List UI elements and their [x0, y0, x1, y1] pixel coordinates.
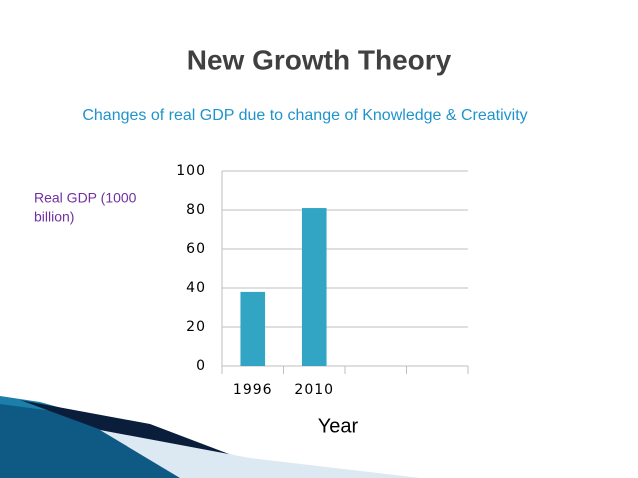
y-axis-label: Real GDP (1000 [34, 190, 137, 206]
y-tick-label: 80 [186, 202, 206, 218]
y-tick-label: 60 [186, 241, 206, 257]
y-tick-label: 40 [186, 280, 206, 296]
y-tick-label: 100 [176, 163, 206, 179]
bar [301, 208, 327, 366]
x-tick-label: 2010 [294, 382, 334, 398]
y-tick-label: 0 [196, 358, 206, 374]
subtitle: Changes of real GDP due to change of Kno… [82, 107, 527, 124]
y-tick-label: 20 [186, 319, 206, 335]
bar [240, 291, 266, 366]
decoration [100, 430, 420, 478]
x-axis-label: Year [318, 415, 359, 437]
slide-title: New Growth Theory [187, 44, 452, 75]
y-axis-label: billion) [34, 209, 74, 225]
x-tick-label: 1996 [233, 382, 273, 398]
